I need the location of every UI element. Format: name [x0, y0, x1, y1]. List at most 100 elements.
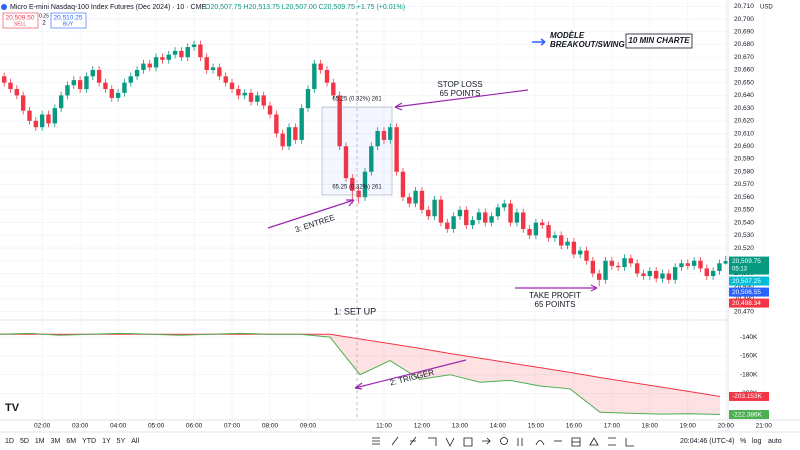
currency[interactable]: USD [760, 5, 773, 11]
candle-body [274, 114, 279, 134]
y-tick-label: 20,610 [734, 130, 754, 137]
y-tick-label: -160K [740, 353, 758, 360]
price-marker-label: 20,507.25 [732, 278, 761, 285]
candle-body [179, 50, 184, 58]
sell-button[interactable] [2, 12, 39, 29]
price-marker-label: 20,506.55 [732, 289, 761, 296]
x-tick-label: 04:00 [110, 423, 127, 430]
measure-label: 65.25 (0.32%) 261 [332, 97, 382, 103]
candle-body [77, 80, 83, 90]
price-marker [729, 298, 769, 308]
range-button[interactable]: 1Y [102, 438, 111, 445]
log-toggle[interactable]: log [752, 438, 761, 445]
candle-body [615, 265, 621, 268]
candle-body [90, 69, 95, 77]
candle-body [647, 270, 653, 277]
candle-body [622, 258, 627, 268]
price-marker-label: 20,498.34 [732, 300, 761, 307]
candle-body [691, 260, 697, 266]
x-tick-label: 16:00 [566, 423, 583, 430]
price-marker-countdown: 05:13 [732, 267, 748, 273]
candle-body [14, 89, 20, 96]
drawing-tools[interactable] [372, 436, 634, 447]
candle-body [527, 228, 532, 236]
candle-body [198, 44, 203, 58]
price-marker-label: 20,509.75 [732, 258, 761, 265]
candle-body [451, 216, 456, 229]
candle-body [679, 263, 684, 268]
candle-body [242, 92, 247, 96]
candle-body [58, 95, 64, 109]
candle-body [160, 57, 165, 60]
candle-body [369, 146, 374, 172]
x-tick-label: 06:00 [186, 423, 203, 430]
price-marker [729, 276, 769, 286]
range-button[interactable]: YTD [82, 438, 96, 445]
candle-body [204, 57, 209, 70]
y-tick-label: 20,570 [734, 181, 754, 188]
x-tick-label: 02:00 [34, 423, 51, 430]
y-tick-label: -140K [740, 334, 758, 341]
buy-label: BUY [63, 21, 74, 27]
trigger-arrow [354, 359, 467, 390]
range-button[interactable]: 5D [20, 438, 29, 445]
y-tick-label: 20,710 [734, 3, 754, 10]
x-tick-label: 08:00 [262, 423, 279, 430]
range-button[interactable]: 1D [5, 438, 14, 445]
candle-body [565, 241, 570, 246]
buy-button[interactable] [50, 12, 87, 29]
x-tick-label: 15:00 [528, 423, 545, 430]
y-tick-label: 20,660 [734, 67, 754, 74]
y-tick-label: 20,580 [734, 168, 754, 175]
candle-body [217, 67, 222, 77]
range-button[interactable]: 5Y [117, 438, 126, 445]
x-tick-label: 07:00 [224, 423, 241, 430]
range-button[interactable]: All [131, 438, 139, 445]
candle-body [672, 267, 678, 280]
candle-body [596, 273, 602, 280]
ohlc: O20,507.75 H20,513.75 L20,507.00 C20,509… [205, 4, 405, 11]
x-tick-label: 21:00 [756, 423, 773, 430]
x-tick-label: 05:00 [148, 423, 165, 430]
candle-body [280, 133, 285, 147]
candle-body [634, 263, 640, 274]
last-value-label: -203.153K [732, 393, 763, 400]
auto-toggle[interactable]: auto [768, 438, 782, 445]
percent-toggle[interactable]: % [740, 438, 746, 445]
candle-body [337, 95, 342, 147]
candle-body [407, 197, 412, 204]
x-tick-label: 19:00 [680, 423, 697, 430]
x-tick-label: 14:00 [490, 423, 507, 430]
candle-body [318, 63, 323, 70]
candle-body [312, 63, 317, 90]
candle-body [388, 127, 393, 140]
range-button[interactable]: 1M [35, 438, 45, 445]
candle-body [166, 54, 171, 60]
annotation: 1: SET UP [334, 306, 376, 316]
symbol[interactable]: Micro E-mini Nasdaq-100 Index Futures (D… [10, 4, 206, 11]
candle-body [609, 260, 615, 266]
sell-price: 20,509.50 [6, 15, 35, 22]
candle-body [27, 110, 32, 121]
range-button[interactable]: 6M [66, 438, 76, 445]
candle-body [103, 82, 108, 90]
annotation: 65 POINTS [535, 300, 576, 309]
y-tick-label: 20,590 [734, 156, 754, 163]
candle-body [508, 203, 513, 223]
range-button[interactable]: 3M [51, 438, 61, 445]
candle-body [172, 50, 178, 55]
y-tick-label: 20,490 [734, 283, 754, 290]
candle-body [39, 114, 45, 128]
candle-body [717, 263, 722, 271]
candle-body [248, 92, 254, 102]
candle-body [261, 95, 266, 106]
annotation: 10 MIN CHARTE [628, 36, 690, 45]
candle-body [546, 225, 551, 238]
x-tick-label: 03:00 [72, 423, 89, 430]
candle-body [8, 82, 13, 90]
buy-price: 20,510.25 [54, 15, 83, 22]
candle-body [400, 171, 406, 198]
x-tick-label: 12:00 [414, 423, 431, 430]
